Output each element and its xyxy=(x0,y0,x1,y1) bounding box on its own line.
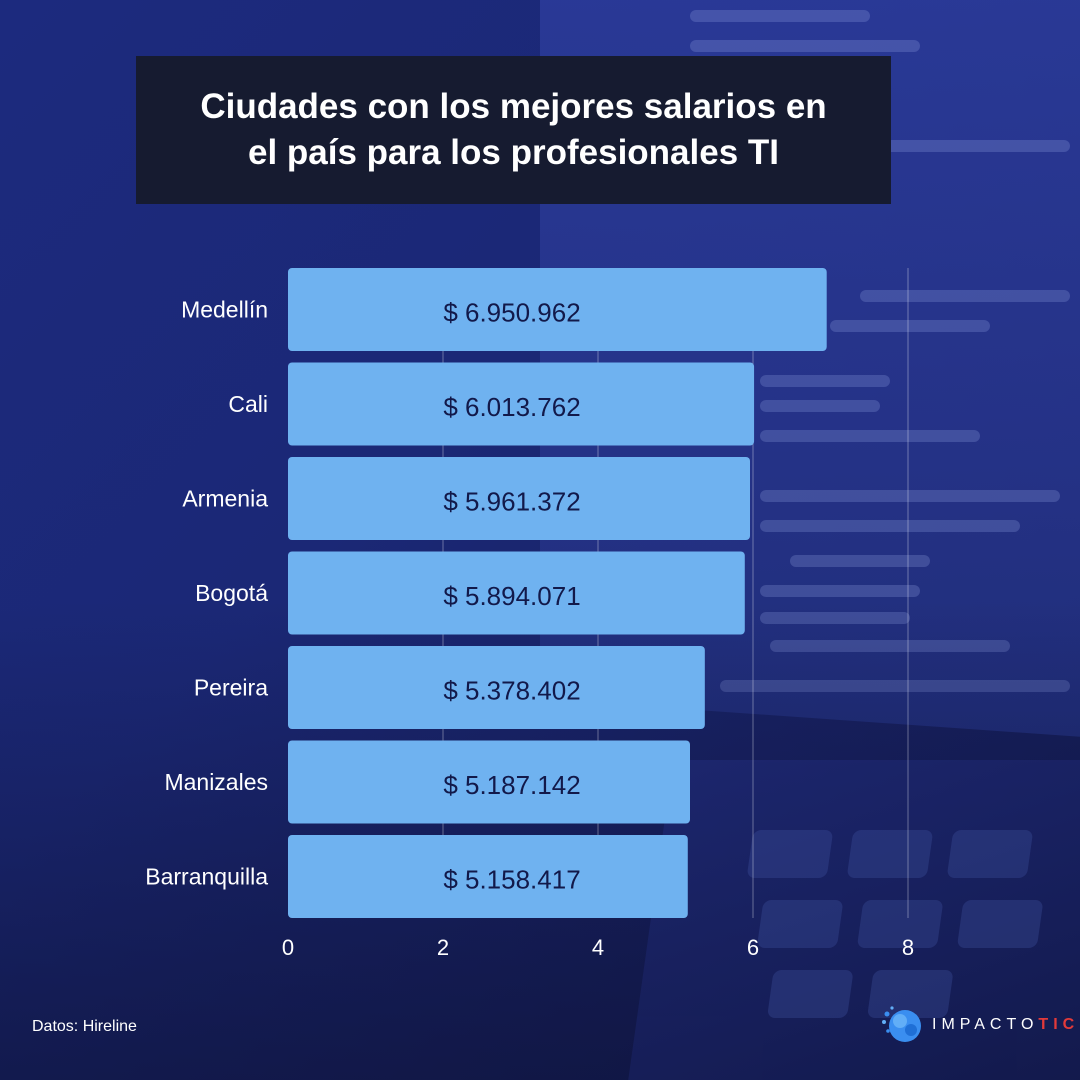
bar-value-label: $ 5.894.071 xyxy=(443,581,580,611)
bar xyxy=(288,646,705,729)
bar-value-label: $ 5.378.402 xyxy=(443,676,580,706)
bar xyxy=(288,551,745,635)
bar xyxy=(288,362,755,446)
bar xyxy=(288,740,691,824)
category-label: Cali xyxy=(228,391,268,417)
bar-value-label: $ 6.950.962 xyxy=(443,298,580,328)
category-label: Medellín xyxy=(181,297,268,323)
brand-name-main: IMPACTO xyxy=(932,1016,1039,1033)
category-label: Barranquilla xyxy=(145,864,268,890)
x-tick-label: 0 xyxy=(282,935,294,960)
category-label: Bogotá xyxy=(195,580,268,606)
bar-value-label: $ 6.013.762 xyxy=(443,392,580,422)
x-tick-label: 6 xyxy=(747,935,759,960)
brand-name: IMPACTOTIC xyxy=(932,1016,1079,1034)
data-source: Datos: Hireline xyxy=(32,1018,137,1035)
x-tick-label: 8 xyxy=(902,935,914,960)
bar xyxy=(288,835,688,918)
brand-name-accent: TIC xyxy=(1038,1016,1080,1033)
chart-title: Ciudades con los mejores salarios en el … xyxy=(200,87,827,172)
bar-value-label: $ 5.158.417 xyxy=(443,865,580,895)
x-tick-label: 4 xyxy=(592,935,604,960)
brain-logo-icon xyxy=(882,1006,921,1042)
category-label: Manizales xyxy=(164,769,268,795)
bar-value-label: $ 5.961.372 xyxy=(443,487,580,517)
category-label: Armenia xyxy=(182,486,268,512)
brand-logo: IMPACTOTIC xyxy=(880,1002,1079,1048)
bar xyxy=(288,457,751,540)
x-tick-label: 2 xyxy=(437,935,449,960)
category-label: Pereira xyxy=(194,675,268,701)
bar-value-label: $ 5.187.142 xyxy=(443,770,580,800)
bar xyxy=(288,268,827,351)
title-banner: Ciudades con los mejores salarios en el … xyxy=(136,56,891,204)
